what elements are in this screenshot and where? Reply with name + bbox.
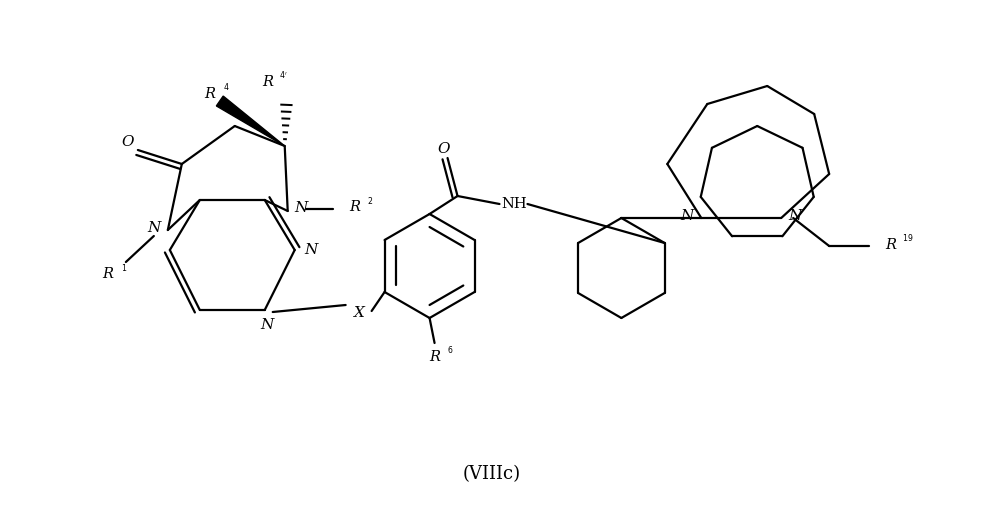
Text: R: R [102, 267, 114, 281]
Text: N: N [147, 221, 161, 235]
Polygon shape [217, 96, 285, 146]
Text: N: N [294, 201, 308, 215]
Text: R: R [429, 350, 441, 364]
Text: NH: NH [501, 197, 527, 211]
Text: $^{4'}$: $^{4'}$ [280, 71, 288, 81]
Text: O: O [438, 142, 450, 156]
Text: N: N [680, 209, 694, 223]
Text: $^6$: $^6$ [448, 346, 454, 356]
Text: X: X [355, 306, 365, 320]
Text: N: N [788, 209, 802, 223]
Text: R: R [204, 87, 216, 101]
Text: O: O [122, 135, 134, 149]
Text: N: N [304, 243, 318, 257]
Text: $^{19}$: $^{19}$ [902, 234, 913, 244]
Text: R: R [262, 75, 274, 89]
Text: $^4$: $^4$ [224, 83, 230, 93]
Text: R: R [350, 200, 361, 214]
Text: (VIIIc): (VIIIc) [463, 465, 520, 483]
Text: R: R [885, 238, 896, 252]
Text: N: N [260, 318, 274, 332]
Text: $^2$: $^2$ [367, 197, 373, 207]
Text: $^1$: $^1$ [121, 264, 127, 274]
